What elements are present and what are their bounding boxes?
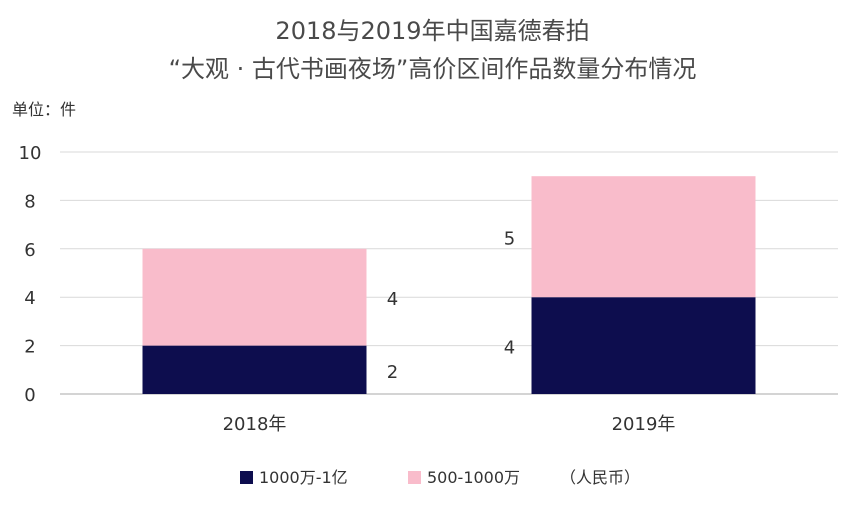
data-label: 5 [504,229,515,250]
legend-swatch-navy [240,471,253,484]
data-label: 4 [504,338,515,359]
y-tick-label: 8 [24,191,35,212]
legend-item-1000w-1yi: 1000万-1亿 [240,464,348,488]
chart-title-line-2: “大观 · 古代书画夜场”高价区间作品数量分布情况 [168,55,697,83]
y-tick-label: 2 [24,337,35,358]
bar-2019年-500-1000万 [531,176,756,298]
data-label: 2 [387,362,398,383]
y-tick-label: 10 [19,143,42,164]
y-tick-label: 6 [24,240,35,261]
legend-label: 1000万-1亿 [259,468,348,487]
x-tick-label: 2018年 [223,414,287,435]
chart-title-line-1: 2018与2019年中国嘉德春拍 [275,17,590,45]
bar-2018年-1000万-1亿 [142,345,367,394]
y-tick-label: 0 [24,385,35,406]
legend-item-500-1000w: 500-1000万 [408,464,520,488]
data-label: 4 [387,289,398,310]
bar-2018年-500-1000万 [142,248,367,346]
bar-2019年-1000万-1亿 [531,297,756,394]
legend-swatch-pink [408,471,421,484]
y-tick-label: 4 [24,288,35,309]
legend-label: 500-1000万 [427,468,521,487]
unit-label: 单位：件 [12,100,77,119]
legend-currency-note: （人民币） [560,468,641,487]
x-tick-label: 2019年 [612,414,676,435]
